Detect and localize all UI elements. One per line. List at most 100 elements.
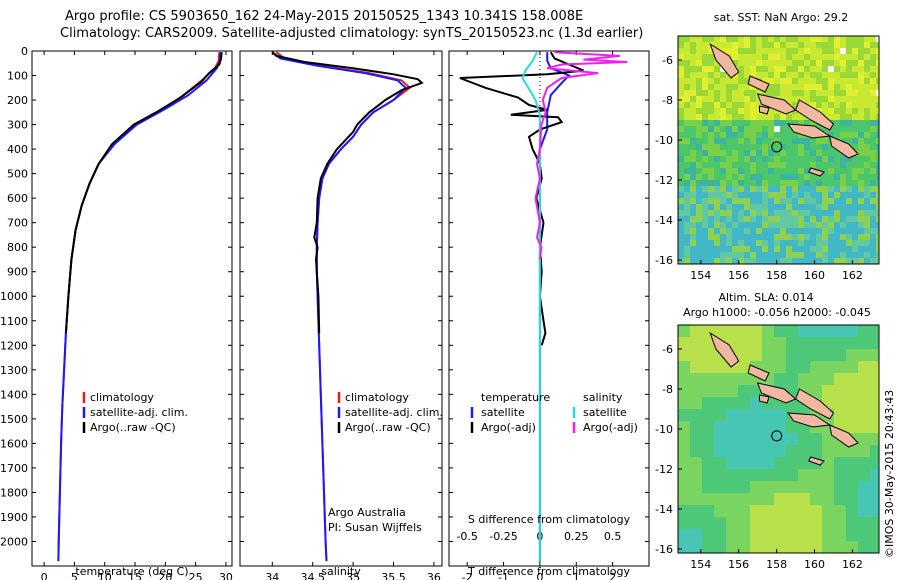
map-cell: [732, 234, 738, 240]
map-cell: [726, 168, 732, 174]
map-cell: [804, 192, 810, 198]
map-cell: [810, 48, 816, 54]
map-cell: [864, 132, 870, 138]
map-cell: [876, 150, 879, 156]
map-cell: [864, 66, 870, 72]
map-cell: [810, 156, 816, 162]
map-cell: [834, 54, 840, 60]
map-cell: [828, 168, 834, 174]
x-tick-label: 35.5: [381, 571, 406, 580]
map-cell: [846, 252, 852, 258]
map-cell: [708, 180, 714, 186]
map-cell: [762, 421, 774, 433]
map-cell: [780, 78, 786, 84]
map-cell: [690, 469, 702, 481]
map-cell: [864, 78, 870, 84]
map-cell: [750, 505, 762, 517]
map-cell: [816, 138, 822, 144]
map-cell: [876, 66, 879, 72]
map-cell: [816, 102, 822, 108]
map-cell: [762, 258, 768, 264]
map-cell: [774, 373, 786, 385]
map-cell: [816, 36, 822, 42]
map-cell: [822, 198, 828, 204]
map-cell: [870, 529, 879, 541]
map-cell: [768, 90, 774, 96]
map-cell: [852, 162, 858, 168]
map-cell: [774, 517, 786, 529]
map-cell: [726, 138, 732, 144]
map-cell: [810, 198, 816, 204]
map-cell: [828, 60, 834, 66]
map-cell: [822, 385, 834, 397]
map-cell: [786, 445, 798, 457]
map-cell: [684, 60, 690, 66]
map-cell: [726, 198, 732, 204]
map-cell: [744, 204, 750, 210]
map-cell: [834, 469, 846, 481]
map-cell: [810, 469, 822, 481]
map-cell: [834, 90, 840, 96]
map-cell: [780, 72, 786, 78]
map-y-tick-label: -6: [662, 343, 673, 356]
map-cell: [858, 481, 870, 493]
legend-label-t-argo: Argo(-adj): [481, 421, 536, 434]
map-cell: [870, 481, 879, 493]
y-tick-label: 1200: [0, 339, 28, 352]
map-cell: [846, 337, 858, 349]
map-cell: [702, 421, 714, 433]
map-cell: [792, 210, 798, 216]
map-cell: [828, 48, 834, 54]
map-cell: [696, 48, 702, 54]
map-cell: [744, 90, 750, 96]
map-cell: [828, 84, 834, 90]
map-cell: [864, 60, 870, 66]
map-cell: [774, 457, 786, 469]
island-shape: [794, 99, 835, 131]
map-cell: [738, 222, 744, 228]
map-cell: [804, 84, 810, 90]
map-cell: [876, 138, 879, 144]
island-shape: [756, 382, 797, 404]
map-cell: [690, 138, 696, 144]
map-cell: [792, 246, 798, 252]
map-cell: [822, 36, 828, 42]
map-y-tick-label: -8: [662, 383, 673, 396]
map-cell: [726, 144, 732, 150]
map-x-tick-label: 162: [842, 269, 863, 282]
map-cell: [702, 72, 708, 78]
map-cell: [696, 228, 702, 234]
map-cell: [714, 493, 726, 505]
y-tick-label: 700: [7, 217, 28, 230]
map-cell: [864, 102, 870, 108]
map-cell: [738, 162, 744, 168]
map-cell: [834, 337, 846, 349]
map-cell: [756, 192, 762, 198]
map-cell: [810, 325, 822, 337]
map-cell: [678, 445, 690, 457]
map-cell: [870, 409, 879, 421]
map-cell: [834, 246, 840, 252]
temperature-xlabel: temperature (deg C): [75, 565, 188, 578]
map-cell: [858, 192, 864, 198]
map-cell: [780, 54, 786, 60]
map-cell: [852, 216, 858, 222]
map-cell: [750, 72, 756, 78]
map-cell: [702, 246, 708, 252]
salinity-chart: 34 34.5 35 35.5 36: [240, 50, 442, 580]
map-cell: [750, 48, 756, 54]
map-cell: [840, 102, 846, 108]
map-cell: [690, 60, 696, 66]
map-cell: [822, 373, 834, 385]
map-cell: [768, 216, 774, 222]
map-cell: [798, 72, 804, 78]
map-cell: [702, 210, 708, 216]
map-cell: [786, 228, 792, 234]
map-cell: [678, 228, 684, 234]
map-cell: [774, 162, 780, 168]
map-cell: [726, 541, 738, 553]
map-cell: [714, 126, 720, 132]
map-cell: [726, 409, 738, 421]
map-cell: [744, 192, 750, 198]
map-cell: [708, 138, 714, 144]
